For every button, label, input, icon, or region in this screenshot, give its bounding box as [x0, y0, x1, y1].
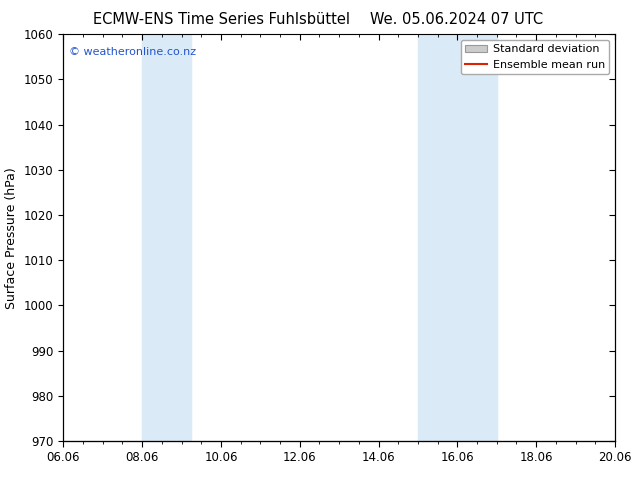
- Y-axis label: Surface Pressure (hPa): Surface Pressure (hPa): [5, 167, 18, 309]
- Text: ECMW-ENS Time Series Fuhlsbüttel: ECMW-ENS Time Series Fuhlsbüttel: [93, 12, 351, 27]
- Legend: Standard deviation, Ensemble mean run: Standard deviation, Ensemble mean run: [460, 40, 609, 74]
- Text: © weatheronline.co.nz: © weatheronline.co.nz: [69, 47, 196, 56]
- Bar: [142, 34, 191, 441]
- Text: We. 05.06.2024 07 UTC: We. 05.06.2024 07 UTC: [370, 12, 543, 27]
- Bar: [418, 34, 497, 441]
